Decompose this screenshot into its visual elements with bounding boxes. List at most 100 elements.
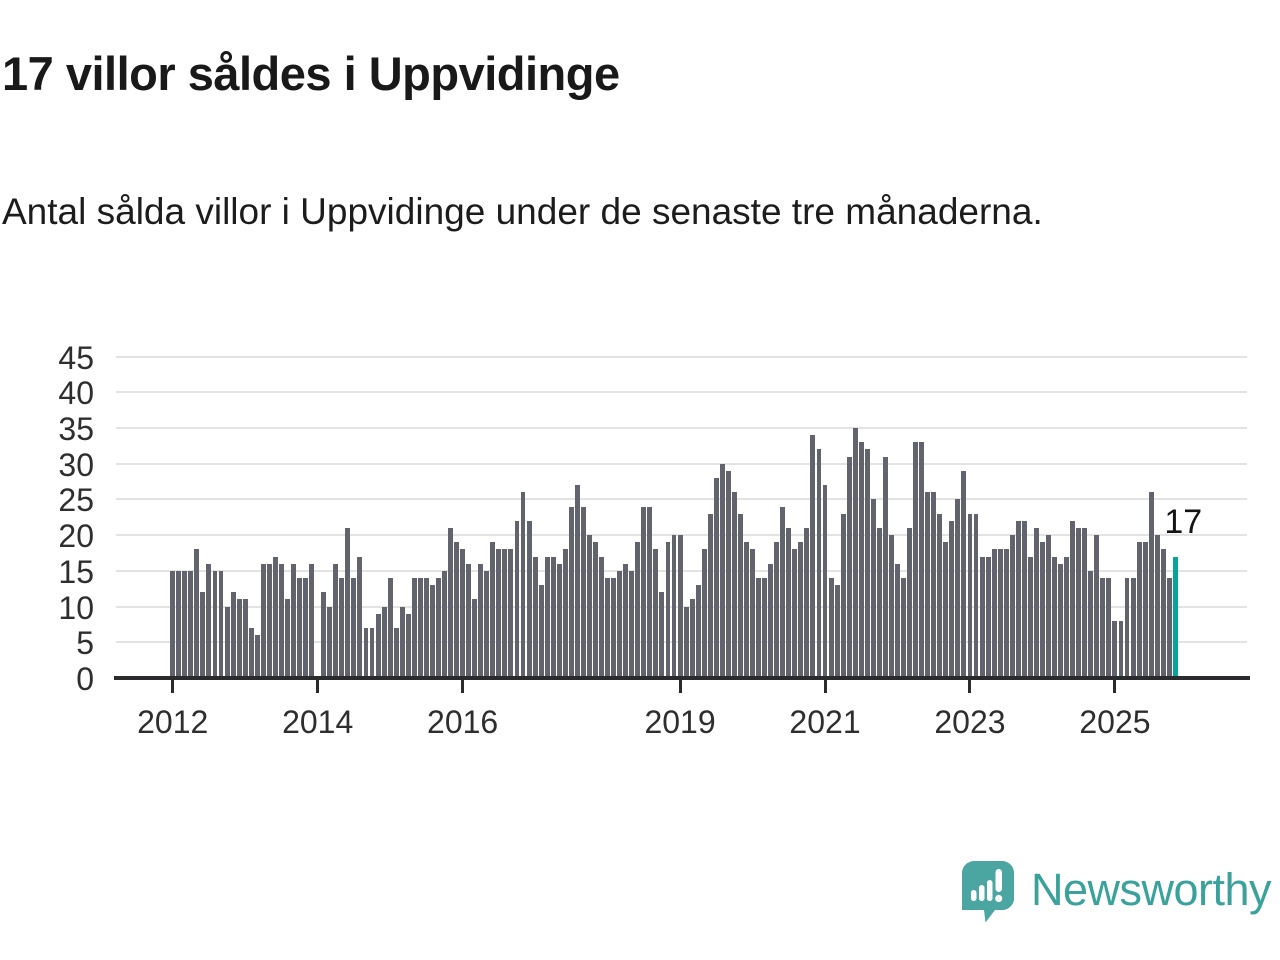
bar bbox=[719, 463, 725, 678]
bar bbox=[194, 549, 200, 678]
bar bbox=[623, 563, 629, 678]
bar bbox=[411, 577, 417, 678]
bar bbox=[816, 449, 822, 678]
bar bbox=[442, 570, 447, 678]
x-axis-tick bbox=[823, 680, 827, 693]
bar bbox=[919, 442, 925, 678]
bar bbox=[611, 577, 617, 678]
bar bbox=[701, 549, 707, 678]
bar bbox=[852, 427, 858, 678]
x-axis-tick bbox=[171, 680, 175, 693]
bar bbox=[212, 570, 218, 678]
bar bbox=[363, 627, 369, 678]
bar bbox=[399, 606, 405, 678]
bar bbox=[961, 470, 967, 678]
gridline bbox=[116, 462, 1247, 465]
x-axis-tick bbox=[461, 680, 465, 693]
bar bbox=[798, 542, 804, 678]
bar bbox=[713, 477, 719, 678]
y-axis-label: 0 bbox=[76, 661, 94, 697]
bar bbox=[327, 606, 333, 678]
bar bbox=[1160, 549, 1166, 678]
bar bbox=[840, 513, 846, 678]
bar bbox=[750, 549, 755, 678]
bar bbox=[1070, 520, 1076, 678]
bar bbox=[333, 563, 339, 678]
bar bbox=[405, 613, 411, 678]
bar bbox=[979, 556, 985, 678]
newsworthy-logo: Newsworthy bbox=[962, 860, 1272, 924]
y-axis-label: 15 bbox=[58, 553, 94, 590]
bar bbox=[550, 556, 556, 678]
gridline bbox=[116, 391, 1247, 394]
bar bbox=[490, 542, 496, 678]
bar bbox=[454, 542, 460, 678]
bar bbox=[472, 599, 478, 678]
bar bbox=[423, 577, 429, 678]
y-axis-label: 25 bbox=[58, 482, 94, 519]
bar bbox=[478, 563, 484, 678]
bar bbox=[508, 549, 514, 678]
axis-line bbox=[114, 676, 1250, 680]
bar bbox=[309, 563, 315, 678]
bar bbox=[1106, 577, 1112, 678]
y-axis-label: 20 bbox=[58, 518, 94, 555]
bar bbox=[574, 485, 580, 678]
bar bbox=[876, 527, 882, 678]
y-axis-label: 40 bbox=[58, 375, 94, 412]
bar bbox=[460, 549, 466, 678]
y-axis-label: 35 bbox=[58, 410, 94, 447]
bar bbox=[949, 520, 955, 678]
bar bbox=[864, 449, 870, 678]
bar bbox=[858, 442, 864, 678]
bar bbox=[635, 542, 641, 678]
bar bbox=[707, 513, 713, 678]
bar bbox=[357, 556, 363, 678]
bar bbox=[1118, 620, 1124, 678]
bar bbox=[339, 577, 345, 678]
bar bbox=[1100, 577, 1106, 678]
bar bbox=[792, 549, 798, 678]
bar bbox=[1088, 570, 1094, 678]
bar bbox=[695, 585, 701, 678]
bar bbox=[562, 549, 568, 678]
bar bbox=[1130, 577, 1136, 678]
bar bbox=[182, 570, 188, 678]
page-title: 17 villor såldes i Uppvidinge bbox=[2, 47, 620, 100]
bar bbox=[738, 513, 743, 678]
bar bbox=[568, 506, 574, 678]
bar bbox=[931, 492, 937, 678]
bar bbox=[254, 635, 260, 678]
bar bbox=[429, 585, 435, 678]
x-axis-year-label: 2012 bbox=[137, 704, 209, 740]
bar bbox=[629, 570, 635, 678]
bar bbox=[1154, 535, 1160, 678]
bar bbox=[593, 542, 598, 678]
bar bbox=[677, 535, 683, 678]
bar bbox=[810, 435, 816, 678]
bar bbox=[417, 577, 423, 678]
bar bbox=[556, 563, 562, 678]
bar bbox=[260, 563, 266, 678]
bar bbox=[580, 506, 586, 678]
bar bbox=[756, 577, 762, 678]
bar bbox=[436, 577, 441, 678]
bar bbox=[1112, 620, 1118, 678]
bar bbox=[393, 627, 399, 678]
x-axis-tick bbox=[316, 680, 320, 693]
bar bbox=[1027, 556, 1033, 678]
bar bbox=[647, 506, 653, 678]
bar bbox=[236, 599, 242, 678]
y-axis-label: 45 bbox=[58, 339, 94, 376]
chart-icon bbox=[971, 869, 1003, 903]
bar bbox=[321, 592, 327, 678]
bar bbox=[768, 563, 774, 678]
bar bbox=[272, 556, 278, 678]
bar bbox=[762, 577, 768, 678]
bar bbox=[955, 499, 961, 678]
bar bbox=[230, 592, 236, 678]
bar-chart: 0 5 10 15 20 25 30 35 40 45 2012 2014 2016 2019 2021 20… bbox=[58, 339, 1250, 740]
newsworthy-logo-mark bbox=[962, 861, 1014, 923]
bar bbox=[967, 513, 973, 678]
